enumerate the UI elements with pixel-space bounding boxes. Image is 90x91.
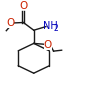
Text: 2: 2 — [54, 24, 59, 33]
Text: O: O — [44, 40, 52, 50]
Text: O: O — [6, 18, 14, 28]
Text: NH: NH — [43, 21, 58, 31]
Text: O: O — [19, 1, 27, 11]
